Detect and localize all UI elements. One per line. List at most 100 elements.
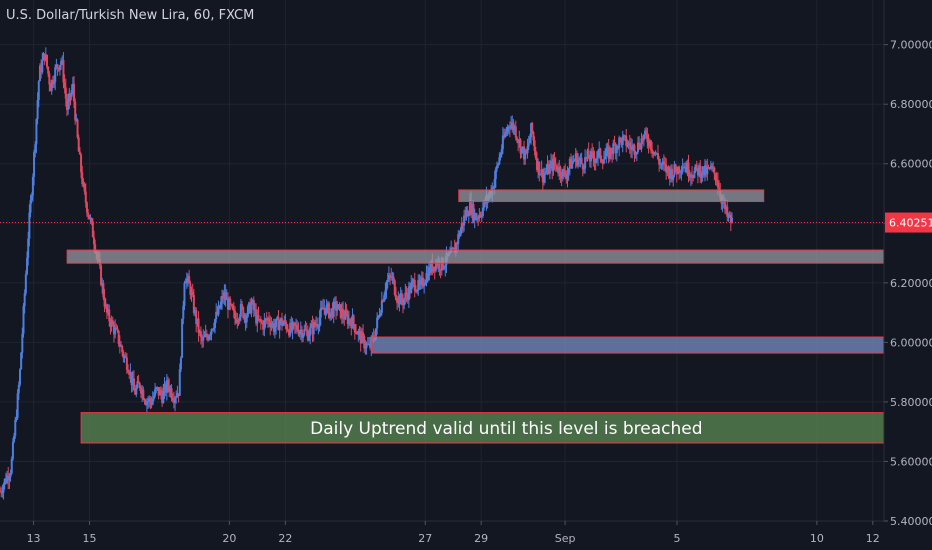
candle-body: [417, 280, 420, 291]
x-tick-label: Sep: [555, 532, 576, 545]
level-zone: [66, 249, 885, 264]
candle-body: [703, 165, 706, 176]
candle-body: [562, 169, 565, 171]
candle-body: [342, 309, 345, 317]
candle-body: [369, 343, 372, 348]
candle-body: [185, 278, 188, 283]
candle-body: [726, 206, 729, 217]
candle-body: [687, 162, 690, 177]
candle-body: [183, 283, 186, 306]
candle-body: [349, 318, 352, 323]
candle-body: [384, 290, 387, 296]
candle-body: [540, 169, 543, 175]
candle-body: [523, 146, 526, 160]
candle-body: [181, 318, 184, 358]
candle-body: [64, 87, 67, 99]
candle-body: [484, 200, 487, 204]
candle-body: [420, 277, 423, 281]
candle-body: [544, 173, 547, 175]
candle-body: [71, 83, 74, 91]
candle-body: [55, 64, 58, 68]
candle-body: [615, 146, 618, 154]
candle-body: [284, 320, 287, 325]
candle-body: [26, 257, 29, 275]
candle-body: [629, 146, 632, 150]
candle-body: [70, 90, 73, 97]
candle-body: [409, 286, 412, 293]
candle-body: [145, 400, 148, 405]
candle-body: [405, 292, 408, 296]
candle-body: [557, 170, 560, 174]
candle-body: [288, 330, 291, 336]
candle-body: [335, 301, 338, 311]
candle-body: [134, 390, 137, 395]
candle-body: [322, 307, 325, 310]
candle-body: [352, 315, 355, 325]
candle-body: [40, 65, 43, 73]
candle-body: [548, 165, 551, 174]
candle-body: [136, 381, 139, 388]
candle-body: [432, 266, 435, 272]
candle-body: [614, 145, 617, 154]
candle-body: [673, 164, 676, 176]
candle-body: [61, 60, 64, 62]
candle-body: [581, 163, 584, 169]
x-tick-label: 5: [673, 532, 680, 545]
candle-body: [43, 53, 46, 61]
candle-body: [115, 327, 118, 329]
candle-body: [538, 161, 541, 175]
candle-body: [601, 161, 604, 164]
candle-body: [527, 143, 530, 147]
candle-body: [439, 269, 442, 271]
candle-body: [248, 302, 251, 307]
candle-body: [606, 147, 609, 150]
y-tick-label: 5.60000: [890, 455, 932, 468]
candle-body: [431, 261, 434, 272]
candle-body: [425, 273, 428, 283]
candle-body: [92, 237, 95, 245]
candle-body: [268, 318, 271, 323]
candle-body: [602, 159, 605, 164]
candle-body: [671, 168, 674, 180]
candle-body: [67, 101, 70, 110]
candle-body: [400, 293, 403, 301]
candle-body: [664, 163, 667, 165]
candle-body: [109, 321, 112, 328]
candle-body: [253, 309, 256, 311]
candle-body: [416, 290, 419, 292]
candle-body: [595, 157, 598, 160]
candle-body: [229, 298, 232, 305]
candle-body: [276, 317, 279, 319]
candle-body: [237, 320, 240, 322]
candle-body: [135, 387, 138, 395]
candle-body: [278, 322, 281, 331]
candle-body: [625, 135, 628, 146]
candle-body: [147, 400, 150, 402]
candle-body: [560, 175, 563, 179]
candle-body: [114, 327, 117, 335]
candle-body: [656, 153, 659, 159]
candle-body: [402, 300, 405, 306]
candle-body: [31, 176, 34, 196]
candle-body: [398, 295, 401, 305]
candle-body: [304, 329, 307, 331]
candle-body: [245, 316, 248, 323]
candle-body: [622, 135, 625, 137]
candle-body: [324, 307, 327, 314]
candle-body: [461, 223, 464, 226]
candle-body: [74, 101, 77, 121]
candle-body: [165, 380, 168, 393]
candle-body: [100, 265, 103, 286]
candle-body: [533, 140, 536, 152]
candle-body: [379, 312, 382, 316]
candle-body: [151, 398, 154, 405]
candle-body: [443, 267, 446, 269]
candle-body: [53, 81, 56, 85]
candle-body: [280, 318, 283, 326]
candle-body: [578, 159, 581, 161]
candle-body: [532, 132, 535, 141]
candle-body: [184, 282, 187, 284]
